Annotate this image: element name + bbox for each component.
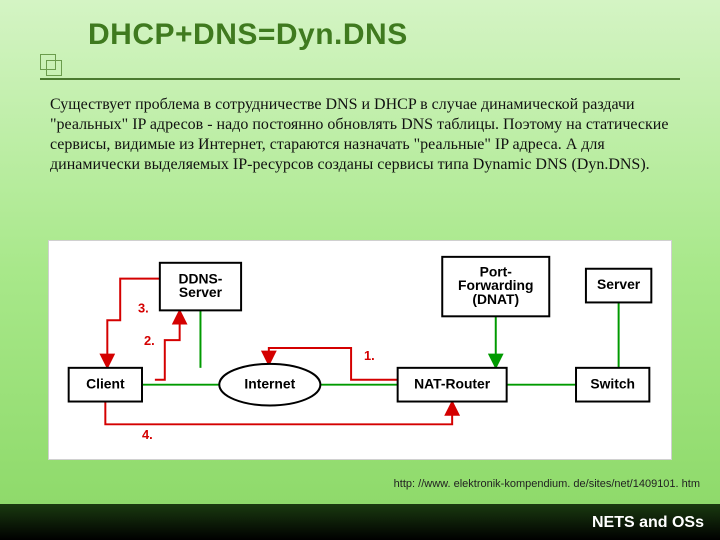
title-underline [40, 78, 680, 80]
diagram-svg: 1.2.3.4.DDNS-ServerPort-Forwarding(DNAT)… [49, 241, 671, 459]
svg-text:1.: 1. [364, 348, 375, 363]
slide-title: DHCP+DNS=Dyn.DNS [40, 18, 680, 52]
slide-title-block: DHCP+DNS=Dyn.DNS [40, 18, 680, 52]
svg-text:Client: Client [86, 375, 125, 391]
title-decoration-squares [40, 54, 64, 78]
svg-text:Internet: Internet [244, 375, 295, 391]
network-diagram: 1.2.3.4.DDNS-ServerPort-Forwarding(DNAT)… [48, 240, 672, 460]
svg-text:Server: Server [179, 284, 223, 300]
svg-text:Switch: Switch [590, 375, 635, 391]
svg-text:3.: 3. [138, 300, 149, 315]
svg-text:2.: 2. [144, 333, 155, 348]
svg-text:NAT-Router: NAT-Router [414, 375, 491, 391]
footer-bar: NETS and OSs [0, 504, 720, 540]
svg-text:4.: 4. [142, 427, 153, 442]
svg-text:(DNAT): (DNAT) [472, 291, 519, 307]
attribution-url: http: //www. elektronik-kompendium. de/s… [394, 478, 700, 490]
footer-text: NETS and OSs [592, 514, 704, 532]
svg-text:Server: Server [597, 276, 641, 292]
slide-body-text: Существует проблема в сотрудничестве DNS… [50, 95, 670, 175]
